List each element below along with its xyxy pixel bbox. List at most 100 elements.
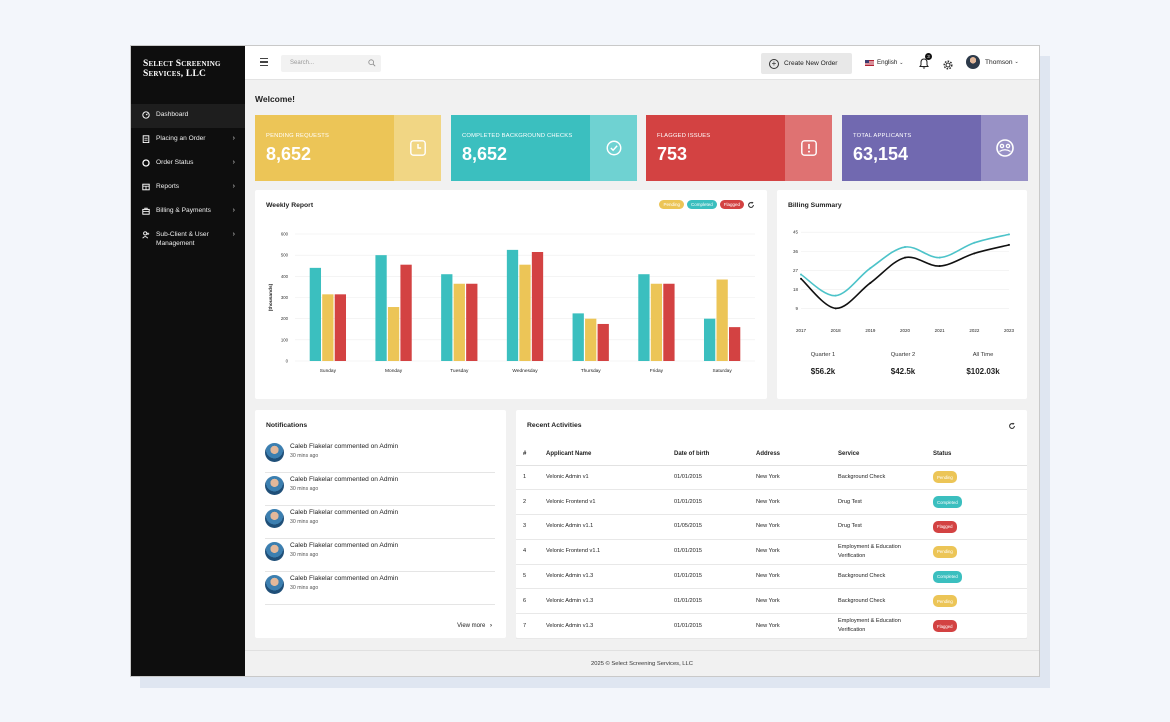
cell-n: 2: [516, 489, 546, 516]
notifications-title: Notifications: [266, 422, 308, 429]
series-line-2: [800, 244, 1010, 310]
cell-name: Velonic Admin v1.3: [546, 613, 674, 640]
weekly-report-card: Weekly Report Pending Completed Flagged …: [255, 190, 767, 399]
cell-address: New York: [756, 613, 838, 640]
cell-status: Pending: [933, 588, 1027, 615]
series-line-1: [800, 233, 1010, 297]
footer: 2025 © Select Screening Services, LLC: [245, 650, 1039, 676]
create-new-order-button[interactable]: + Create New Order: [761, 53, 852, 74]
cell-status: Flagged: [933, 514, 1027, 540]
x-tick-label: Monday: [385, 368, 403, 374]
summary-value: $42.5k: [890, 367, 916, 376]
cell-service: Drug Test: [838, 489, 933, 516]
topbar: Search... + Create New Order English ⌄ 3: [245, 46, 1039, 80]
language-selector[interactable]: English ⌄: [865, 59, 904, 66]
legend-pending[interactable]: Pending: [659, 200, 684, 209]
menu-toggle-icon[interactable]: [260, 58, 268, 66]
search-placeholder: Search...: [290, 60, 315, 66]
language-label: English: [877, 59, 898, 66]
column-header[interactable]: Applicant Name: [546, 444, 674, 466]
search-input[interactable]: Search...: [281, 55, 381, 72]
stat-value: 63,154: [853, 144, 909, 164]
bar: [663, 283, 675, 361]
table-row[interactable]: 6 Velonic Admin v1.3 01/01/2015 New York Bac…: [516, 588, 1027, 615]
column-header[interactable]: Status: [933, 444, 1027, 466]
bar: [453, 283, 465, 361]
legend-flagged[interactable]: Flagged: [719, 200, 744, 209]
notification-item[interactable]: Caleb Flakelar commented on Admin 30 mins…: [265, 440, 495, 473]
stat-card-completed-background-checks[interactable]: Completed Background Checks 8,652: [451, 115, 637, 181]
cell-address: New York: [756, 588, 838, 615]
view-more-link[interactable]: View more ›: [457, 623, 492, 629]
sidebar-item-dashboard[interactable]: Dashboard: [131, 104, 245, 128]
cell-n: 5: [516, 564, 546, 590]
y-tick-label: 400: [281, 274, 289, 279]
sidebar-item-order-status[interactable]: Order Status ›: [131, 152, 245, 176]
settings-button[interactable]: [943, 57, 953, 75]
billing-summary-title: Billing Summary: [788, 202, 842, 209]
table-row[interactable]: 3 Velonic Admin v1.1 01/05/2015 New York Dru…: [516, 514, 1027, 540]
notification-item[interactable]: Caleb Flakelar commented on Admin 30 mins…: [265, 572, 495, 605]
bar: [703, 318, 716, 361]
user-menu[interactable]: Thomson ⌄: [966, 55, 1019, 69]
notification-text: Caleb Flakelar commented on Admin: [290, 542, 399, 549]
avatar: [966, 55, 980, 69]
data-point: [904, 256, 906, 259]
cell-address: New York: [756, 564, 838, 590]
sidebar-item-reports[interactable]: Reports ›: [131, 176, 245, 200]
y-tick-label: 9: [795, 306, 798, 311]
sidebar: Select Screening Services, LLC Dashboard…: [131, 46, 245, 676]
table-row[interactable]: 4 Velonic Frontend v1.1 01/01/2015 New York…: [516, 539, 1027, 565]
bar: [309, 267, 322, 361]
x-tick-label: 2021: [935, 328, 946, 333]
cell-name: Velonic Frontend v1: [546, 489, 674, 516]
chevron-right-icon: ›: [232, 183, 235, 190]
status-badge: Completed: [933, 570, 962, 583]
column-header[interactable]: Address: [756, 444, 838, 466]
sidebar-item-billing-payments[interactable]: Billing & Payments ›: [131, 200, 245, 224]
y-tick-label: 500: [281, 253, 289, 258]
brand-line-1: Select Screening: [143, 59, 221, 69]
bar: [519, 264, 531, 361]
bar: [650, 283, 663, 361]
column-header[interactable]: Date of birth: [674, 444, 756, 466]
notifications-button[interactable]: 3: [919, 53, 932, 74]
stat-card-total-applicants[interactable]: Total Applicants 63,154: [842, 115, 1028, 181]
cell-name: Velonic Frontend v1.1: [546, 539, 674, 565]
data-point: [973, 241, 976, 244]
notifications-card: Notifications Caleb Flakelar commented o…: [255, 410, 506, 638]
sidebar-item-sub-client-user-management[interactable]: Sub-Client & User Management ›: [131, 224, 245, 256]
legend-completed[interactable]: Completed: [686, 200, 717, 209]
data-point: [1008, 243, 1010, 246]
cell-status: Flagged: [933, 613, 1027, 640]
table-row[interactable]: 7 Velonic Admin v1.3 01/01/2015 New York Emp…: [516, 613, 1027, 640]
data-point: [938, 256, 941, 259]
table-row[interactable]: 5 Velonic Admin v1.3 01/01/2015 New York Bac…: [516, 564, 1027, 590]
cell-n: 3: [516, 514, 546, 540]
notification-item[interactable]: Caleb Flakelar commented on Admin 30 mins…: [265, 473, 495, 506]
y-tick-label: 0: [286, 359, 289, 364]
cell-dob: 01/01/2015: [674, 465, 756, 491]
column-header[interactable]: #: [516, 444, 546, 466]
avatar: [265, 575, 284, 594]
cell-service: Background Check: [838, 588, 933, 615]
notification-item[interactable]: Caleb Flakelar commented on Admin 30 mins…: [265, 506, 495, 539]
cell-name: Velonic Admin v1: [546, 465, 674, 491]
table-row[interactable]: 1 Velonic Admin v1 01/01/2015 New York Backg…: [516, 465, 1027, 491]
x-tick-label: Tuesday: [450, 368, 469, 374]
notification-item[interactable]: Caleb Flakelar commented on Admin 30 mins…: [265, 539, 495, 572]
bar: [387, 307, 400, 361]
stat-card-flagged-issues[interactable]: Flagged Issues 753: [646, 115, 832, 181]
data-point: [869, 281, 872, 284]
refresh-icon[interactable]: [747, 201, 755, 209]
weekly-bar-chart: 0 100 200 300 400 500 600 (thousands) Sunday Mond…: [268, 232, 755, 374]
refresh-icon[interactable]: [1008, 422, 1016, 430]
cell-dob: 01/01/2015: [674, 564, 756, 590]
x-tick-label: 2023: [1004, 328, 1015, 333]
stat-card-pending-requests[interactable]: Pending Requests 8,652: [255, 115, 441, 181]
data-point: [834, 307, 837, 310]
brand-line-2: Services, LLC: [143, 69, 207, 79]
column-header[interactable]: Service: [838, 444, 933, 466]
sidebar-item-placing-an-order[interactable]: Placing an Order ›: [131, 128, 245, 152]
table-row[interactable]: 2 Velonic Frontend v1 01/01/2015 New York Dr…: [516, 489, 1027, 516]
